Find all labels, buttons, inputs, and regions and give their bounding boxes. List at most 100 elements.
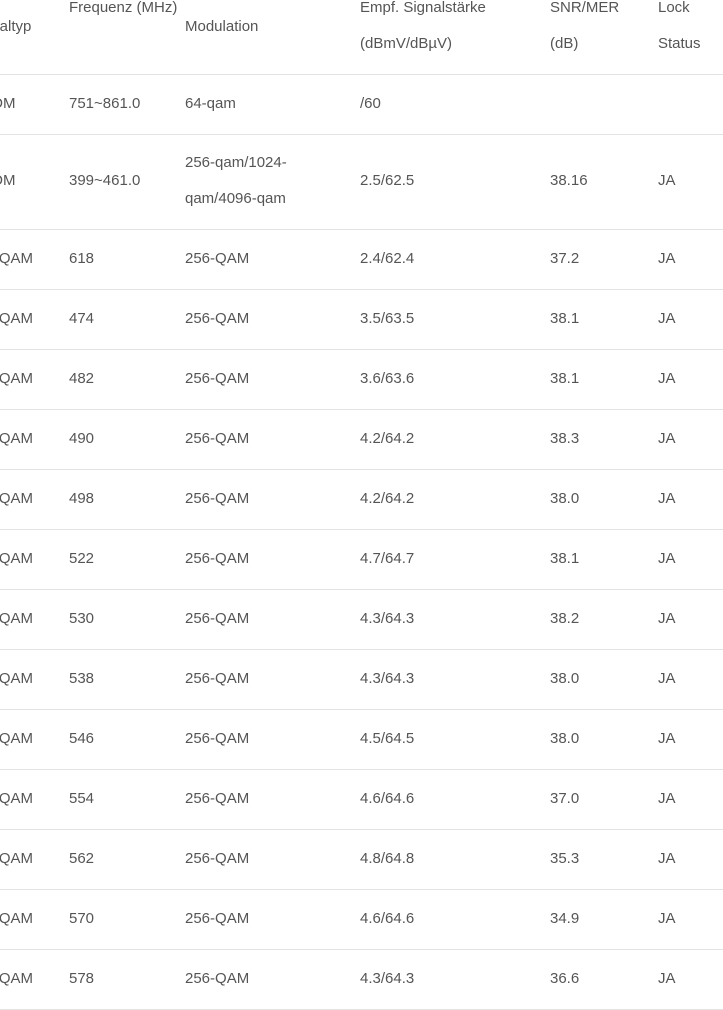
cell-modulation: 256-QAM xyxy=(185,550,250,567)
table-row: FDM 399~461.0 256-qam/1024-qam/4096-qam … xyxy=(0,135,723,230)
table-row: C-QAM 554 256-QAM 4.6/64.6 37.0 JA xyxy=(0,770,723,830)
cell-frequency: 498 xyxy=(69,490,95,507)
cell-signal-strength: 3.6/63.6 xyxy=(360,370,415,387)
header-lock-status: Lock Status xyxy=(658,0,701,52)
cell-frequency: 399~461.0 xyxy=(69,172,141,189)
table-row: C-QAM 570 256-QAM 4.6/64.6 34.9 JA xyxy=(0,890,723,950)
cell-signal-strength: 4.5/64.5 xyxy=(360,730,415,747)
cell-snr-mer: 38.2 xyxy=(550,610,580,627)
cell-modulation: 64-qam xyxy=(185,95,236,112)
cell-modulation: 256-QAM xyxy=(185,910,250,927)
cell-channel-type: C-QAM xyxy=(0,610,33,627)
cell-channel-type: C-QAM xyxy=(0,250,33,267)
cell-lock-status: JA xyxy=(658,172,676,189)
cell-lock-status: JA xyxy=(658,430,676,447)
cell-lock-status: JA xyxy=(658,550,676,567)
cell-signal-strength: 4.6/64.6 xyxy=(360,910,415,927)
cell-lock-status: JA xyxy=(658,610,676,627)
cell-signal-strength: 2.4/62.4 xyxy=(360,250,415,267)
cell-channel-type: C-QAM xyxy=(0,730,33,747)
cell-channel-type: C-QAM xyxy=(0,850,33,867)
cell-signal-strength: /60 xyxy=(360,95,381,112)
cell-modulation: 256-QAM xyxy=(185,490,250,507)
table-row: C-QAM 546 256-QAM 4.5/64.5 38.0 JA xyxy=(0,710,723,770)
cell-channel-type: FDM xyxy=(0,95,16,112)
cell-modulation: 256-QAM xyxy=(185,610,250,627)
cell-modulation: 256-QAM xyxy=(185,850,250,867)
cell-frequency: 751~861.0 xyxy=(69,95,141,112)
cell-snr-mer: 38.3 xyxy=(550,430,580,447)
cell-lock-status: JA xyxy=(658,490,676,507)
cell-frequency: 538 xyxy=(69,670,95,687)
header-signal-strength: Empf. Signalstärke (dBmV/dBµV) xyxy=(360,0,486,52)
cell-modulation: 256-QAM xyxy=(185,790,250,807)
table-row: C-QAM 482 256-QAM 3.6/63.6 38.1 JA xyxy=(0,350,723,410)
cell-signal-strength: 4.8/64.8 xyxy=(360,850,415,867)
cell-frequency: 522 xyxy=(69,550,95,567)
cell-signal-strength: 4.2/64.2 xyxy=(360,430,415,447)
cell-frequency: 618 xyxy=(69,250,95,267)
cell-channel-type: C-QAM xyxy=(0,310,33,327)
cell-lock-status: JA xyxy=(658,850,676,867)
table-row: C-QAM 474 256-QAM 3.5/63.5 38.1 JA xyxy=(0,290,723,350)
cell-lock-status: JA xyxy=(658,790,676,807)
cell-frequency: 482 xyxy=(69,370,95,387)
cell-lock-status: JA xyxy=(658,670,676,687)
cell-modulation: 256-QAM xyxy=(185,250,250,267)
cell-snr-mer: 38.1 xyxy=(550,310,580,327)
cell-snr-mer: 38.0 xyxy=(550,490,580,507)
cell-modulation: 256-qam/1024-qam/4096-qam xyxy=(185,154,287,207)
cell-lock-status: JA xyxy=(658,730,676,747)
cell-channel-type: C-QAM xyxy=(0,910,33,927)
cell-lock-status: JA xyxy=(658,910,676,927)
cell-modulation: 256-QAM xyxy=(185,370,250,387)
cell-frequency: 554 xyxy=(69,790,95,807)
cell-lock-status: JA xyxy=(658,970,676,987)
cell-modulation: 256-QAM xyxy=(185,310,250,327)
cell-lock-status: JA xyxy=(658,310,676,327)
table-row: C-QAM 522 256-QAM 4.7/64.7 38.1 JA xyxy=(0,530,723,590)
table-header-row: analtyp Frequenz (MHz) Modulation Empf. … xyxy=(0,0,723,75)
cell-signal-strength: 4.6/64.6 xyxy=(360,790,415,807)
cell-channel-type: C-QAM xyxy=(0,550,33,567)
cell-snr-mer: 34.9 xyxy=(550,910,580,927)
cell-snr-mer: 38.1 xyxy=(550,370,580,387)
cell-snr-mer: 38.0 xyxy=(550,730,580,747)
cell-snr-mer: 37.2 xyxy=(550,250,580,267)
cell-lock-status: JA xyxy=(658,250,676,267)
cell-frequency: 562 xyxy=(69,850,95,867)
cell-frequency: 490 xyxy=(69,430,95,447)
cell-signal-strength: 4.3/64.3 xyxy=(360,670,415,687)
cell-frequency: 578 xyxy=(69,970,95,987)
cell-snr-mer: 38.0 xyxy=(550,670,580,687)
cell-channel-type: C-QAM xyxy=(0,370,33,387)
cell-snr-mer: 38.16 xyxy=(550,172,588,189)
cell-snr-mer: 36.6 xyxy=(550,970,580,987)
cell-lock-status: JA xyxy=(658,370,676,387)
cell-snr-mer: 38.1 xyxy=(550,550,580,567)
cell-channel-type: C-QAM xyxy=(0,790,33,807)
header-frequency: Frequenz (MHz) xyxy=(69,0,178,16)
cell-channel-type: FDM xyxy=(0,172,16,189)
table-row: FDM 751~861.0 64-qam /60 xyxy=(0,75,723,135)
cell-signal-strength: 2.5/62.5 xyxy=(360,172,415,189)
cell-signal-strength: 4.2/64.2 xyxy=(360,490,415,507)
table-row: C-QAM 618 256-QAM 2.4/62.4 37.2 JA xyxy=(0,230,723,290)
table-row: C-QAM 578 256-QAM 4.3/64.3 36.6 JA xyxy=(0,950,723,1010)
cell-channel-type: C-QAM xyxy=(0,490,33,507)
table-row: C-QAM 490 256-QAM 4.2/64.2 38.3 JA xyxy=(0,410,723,470)
cell-channel-type: C-QAM xyxy=(0,970,33,987)
cell-signal-strength: 4.3/64.3 xyxy=(360,610,415,627)
cell-snr-mer: 35.3 xyxy=(550,850,580,867)
table-row: C-QAM 538 256-QAM 4.3/64.3 38.0 JA xyxy=(0,650,723,710)
table-row: C-QAM 562 256-QAM 4.8/64.8 35.3 JA xyxy=(0,830,723,890)
cell-frequency: 546 xyxy=(69,730,95,747)
cell-signal-strength: 4.7/64.7 xyxy=(360,550,415,567)
table-row: C-QAM 498 256-QAM 4.2/64.2 38.0 JA xyxy=(0,470,723,530)
cell-channel-type: C-QAM xyxy=(0,430,33,447)
header-modulation: Modulation xyxy=(185,18,259,35)
cell-frequency: 474 xyxy=(69,310,95,327)
table-row: C-QAM 530 256-QAM 4.3/64.3 38.2 JA xyxy=(0,590,723,650)
cell-modulation: 256-QAM xyxy=(185,430,250,447)
cell-signal-strength: 3.5/63.5 xyxy=(360,310,415,327)
